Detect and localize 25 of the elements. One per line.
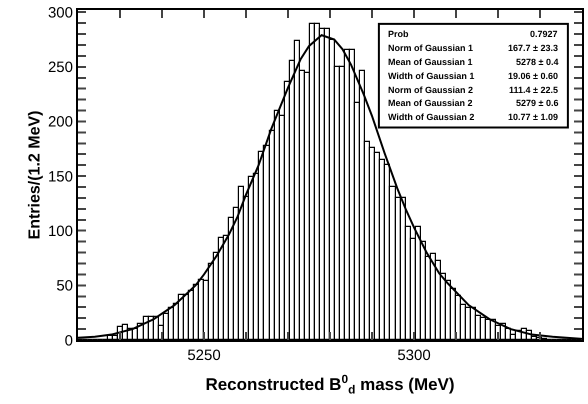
annotation: 19.06 ± 0.60 <box>508 71 558 81</box>
x-tick-label: 5300 <box>397 347 431 364</box>
y-tick-label: 150 <box>48 168 73 186</box>
x-axis-title: Reconstructed B$^{0}$$_{d}$ mass (MeV) <box>205 372 455 396</box>
annotation: Mean of Gaussian 1 <box>388 57 473 67</box>
annotation: 167.7 ± 23.3 <box>508 43 558 53</box>
y-tick-label: 0 <box>64 332 73 350</box>
annotation: 5278 ± 0.4 <box>516 57 558 67</box>
y-tick-label: 300 <box>48 4 73 22</box>
y-axis-title: Entries/(1.2 MeV) <box>26 110 44 240</box>
y-tick-label: 250 <box>48 59 73 76</box>
annotation: Mean of Gaussian 2 <box>388 98 473 108</box>
annotation: 111.4 ± 22.5 <box>509 85 558 95</box>
annotation: Prob <box>388 29 410 39</box>
annotation: 0.7927 <box>530 29 558 39</box>
annotation: Norm of Gaussian 1 <box>388 43 474 53</box>
y-tick-label: 200 <box>48 114 73 131</box>
annotation: 5279 ± 0.6 <box>516 98 558 108</box>
annotation: 10.77 ± 1.09 <box>508 112 558 122</box>
annotation: Width of Gaussian 2 <box>388 112 474 122</box>
x-tick-label: 5250 <box>187 347 221 364</box>
annotation: Width of Gaussian 1 <box>388 71 474 81</box>
y-tick-label: 100 <box>48 222 73 240</box>
y-tick-label: 50 <box>56 278 73 295</box>
annotation: Norm of Gaussian 2 <box>388 85 474 95</box>
